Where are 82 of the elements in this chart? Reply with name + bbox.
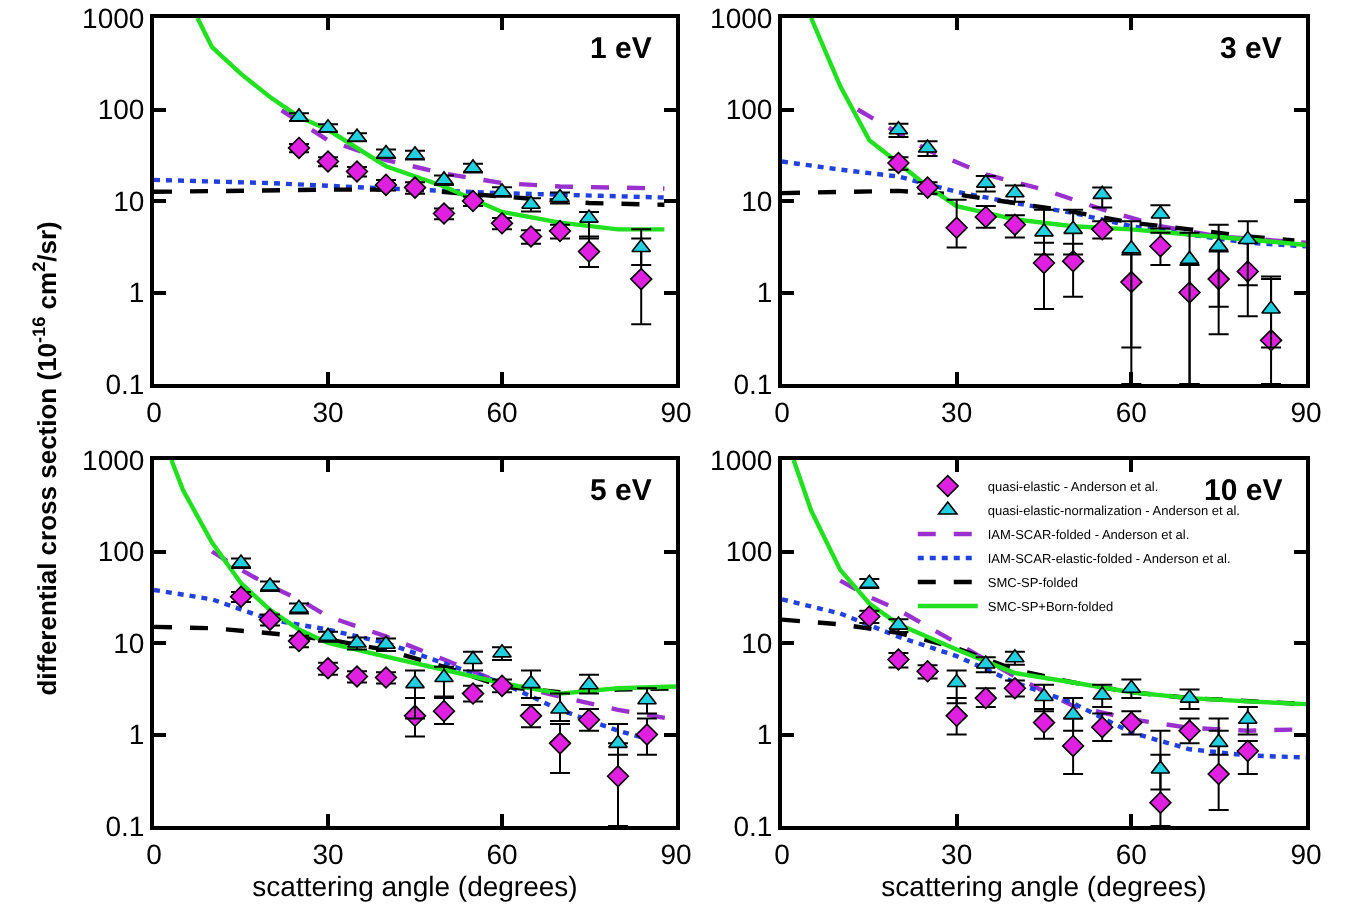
point: [1063, 220, 1084, 235]
x-tick-label: 0: [774, 837, 791, 870]
point: [1149, 791, 1172, 814]
y-tick-label: 0.1: [105, 367, 145, 400]
y-tick-label: 100: [97, 535, 145, 568]
x-tick-label: 60: [486, 837, 518, 870]
y-tick-label: 100: [97, 93, 145, 126]
y-tick-label: 1000: [82, 1, 145, 34]
point: [461, 189, 485, 213]
point: [229, 585, 253, 608]
point: [1004, 183, 1025, 198]
x-tick-label: 90: [1290, 837, 1322, 870]
line-series: [169, 460, 676, 696]
point: [1061, 734, 1085, 758]
point: [1179, 250, 1200, 265]
x-tick-label: 60: [1115, 395, 1148, 428]
y-tick-label: 0.1: [733, 367, 773, 400]
point: [432, 202, 456, 225]
point: [916, 176, 939, 199]
y-tick-label: 0.1: [733, 809, 773, 842]
point: [345, 665, 369, 688]
y-tick-label: 1: [756, 718, 773, 751]
point: [1032, 711, 1056, 734]
point: [316, 150, 340, 173]
x-tick-label: 60: [486, 395, 518, 428]
point: [1092, 185, 1113, 200]
line-series: [808, 18, 1306, 248]
point: [606, 765, 630, 788]
point: [1032, 251, 1056, 275]
point: [635, 723, 659, 746]
point: [1237, 230, 1258, 245]
y-tick-label: 10: [741, 184, 773, 217]
point: [490, 212, 514, 235]
x-tick-label: 90: [1290, 395, 1322, 428]
y-tick-label: 100: [725, 93, 773, 126]
point: [345, 160, 369, 183]
x-tick-label: 60: [1115, 837, 1148, 870]
x-tick-label: 0: [146, 837, 163, 870]
point: [945, 216, 968, 239]
point: [374, 173, 398, 197]
point: [258, 608, 282, 631]
point: [945, 704, 968, 728]
point: [287, 629, 311, 653]
x-tick-label: 30: [312, 837, 344, 870]
point: [1149, 235, 1172, 258]
x-axis-title: scattering angle (degrees): [252, 869, 578, 902]
point: [1063, 705, 1084, 720]
point: [1208, 733, 1229, 748]
y-tick-label: 1000: [710, 443, 773, 476]
point: [403, 176, 427, 199]
annotation: 3 eV: [1220, 32, 1282, 66]
y-tick-label: 1: [128, 276, 145, 309]
y-tick-label: 1: [756, 276, 773, 309]
point: [630, 267, 653, 291]
x-tick-label: 30: [941, 395, 973, 428]
y-tick-label: 10: [741, 626, 773, 659]
point: [631, 238, 652, 253]
x-tick-label: 30: [312, 395, 344, 428]
point: [548, 732, 572, 755]
point: [1207, 762, 1230, 786]
y-tick-label: 10: [113, 184, 145, 217]
x-tick-label: 0: [146, 395, 163, 428]
annotation: 1 eV: [590, 32, 652, 66]
y-tick-label: 100: [725, 535, 773, 568]
y-tick-label: 1000: [82, 443, 145, 476]
point: [287, 136, 311, 160]
x-tick-label: 0: [774, 395, 791, 428]
y-tick-label: 10: [113, 626, 145, 659]
x-tick-label: 90: [660, 395, 692, 428]
x-tick-label: 90: [660, 837, 692, 870]
annotation: 5 eV: [590, 474, 652, 508]
y-tick-label: 1000: [710, 1, 773, 34]
annotation: 10 eV: [1204, 474, 1283, 508]
line-series: [791, 460, 1306, 707]
point: [946, 673, 967, 688]
point: [374, 666, 398, 689]
point: [1121, 679, 1142, 694]
x-axis-title: scattering angle (degrees): [881, 869, 1207, 902]
x-tick-label: 30: [941, 837, 973, 870]
y-tick-label: 0.1: [105, 809, 145, 842]
point: [1208, 237, 1229, 252]
y-tick-label: 1: [128, 718, 145, 751]
